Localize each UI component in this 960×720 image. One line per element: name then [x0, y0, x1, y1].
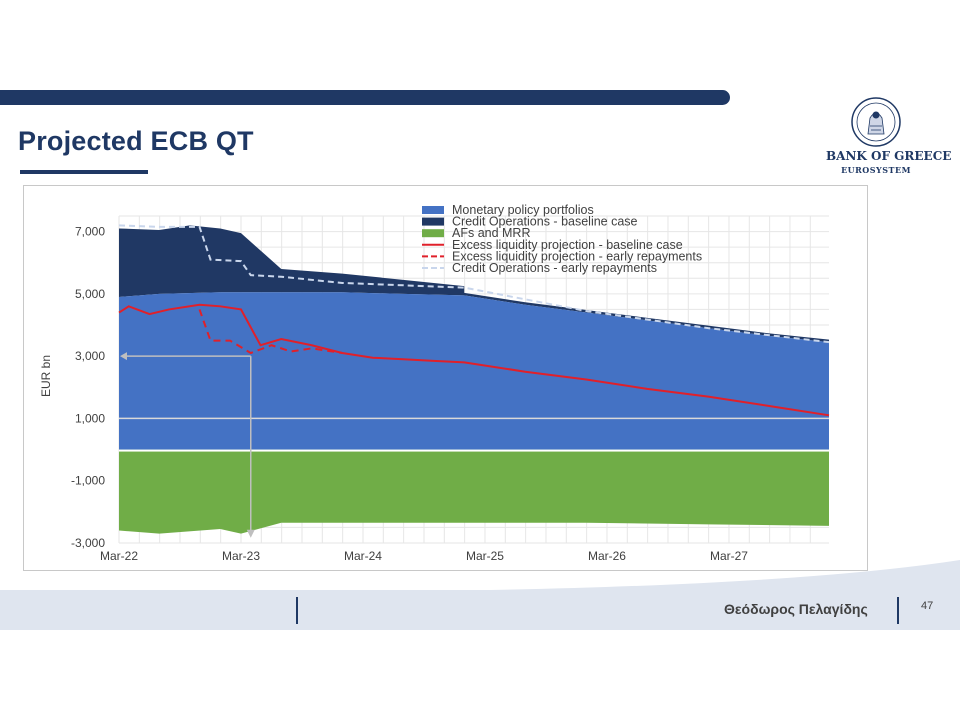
- area-afs-and-mrr: [119, 449, 829, 534]
- legend-swatch: [422, 217, 444, 226]
- footer-band: [0, 560, 960, 630]
- bank-subtitle: EUROSYSTEM: [841, 165, 911, 175]
- legend-label: Excess liquidity projection - baseline c…: [452, 238, 683, 252]
- legend-label: Monetary policy portfolios: [452, 203, 594, 217]
- y-tick-label: 7,000: [75, 225, 105, 239]
- line-excess-liquidity-early-repayments: [198, 309, 343, 355]
- footer-author: Θεόδωρος Πελαγίδης: [724, 601, 868, 617]
- y-tick-label: 1,000: [75, 411, 105, 425]
- footer-separator: [897, 597, 899, 624]
- footer-separator: [296, 597, 298, 624]
- legend-label: AFs and MRR: [452, 226, 531, 240]
- area-credit-operations-baseline: [119, 225, 829, 343]
- legend-swatch: [422, 206, 444, 214]
- x-tick-label: Mar-22: [100, 549, 138, 563]
- legend-swatch: [422, 229, 444, 238]
- arrowhead-left: [120, 352, 127, 361]
- legend-label: Credit Operations - baseline case: [452, 215, 638, 229]
- x-tick-label: Mar-25: [466, 549, 504, 563]
- y-tick-label: 3,000: [75, 349, 105, 363]
- y-tick-label: -3,000: [71, 536, 105, 550]
- zero-gap: [119, 449, 829, 452]
- x-tick-label: Mar-27: [710, 549, 748, 563]
- x-tick-label: Mar-26: [588, 549, 626, 563]
- y-tick-label: 5,000: [75, 287, 105, 301]
- page-number: 47: [921, 600, 934, 612]
- chart-frame: 7,000 5,000 3,000 1,000 -1,000 -3,000 Mar-22 Ma…: [23, 185, 868, 571]
- arrowhead-down: [246, 529, 255, 538]
- legend-label: Excess liquidity projection - early repa…: [452, 249, 702, 263]
- header-band: [0, 90, 730, 105]
- bank-seal-icon: [851, 97, 901, 147]
- line-credit-operations-early-repayments: [118, 224, 830, 344]
- area-monetary-policy-portfolios: [119, 292, 829, 450]
- x-tick-label: Mar-24: [344, 549, 382, 563]
- slide-title: Projected ECB QT: [18, 126, 254, 156]
- bank-of-greece-logo: BANK OF GREECE EUROSYSTEM: [826, 96, 952, 178]
- bank-name: BANK OF GREECE: [826, 149, 952, 163]
- y-tick-label: -1,000: [71, 474, 105, 488]
- y-axis-label: EUR bn: [39, 355, 53, 397]
- legend-label: Credit Operations - early repayments: [452, 261, 657, 275]
- title-underline: [20, 170, 148, 174]
- x-tick-label: Mar-23: [222, 549, 260, 563]
